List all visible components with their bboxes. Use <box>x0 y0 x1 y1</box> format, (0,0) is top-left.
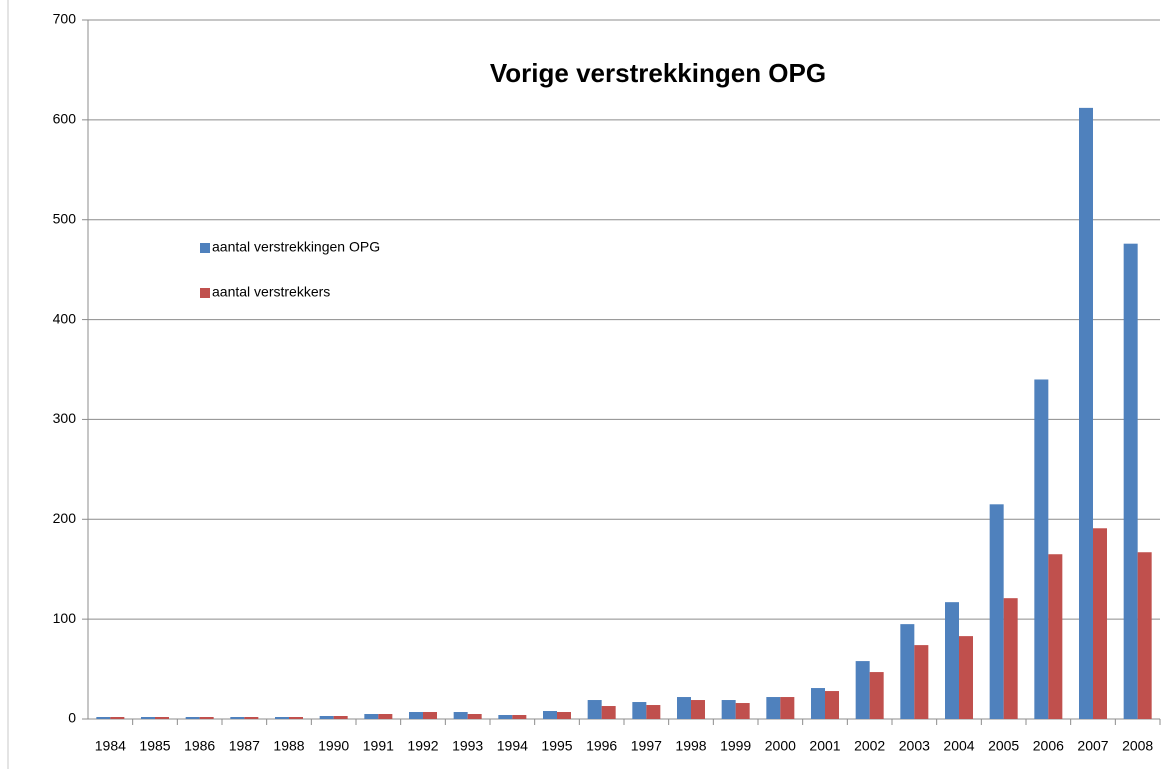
legend-swatch <box>200 288 210 298</box>
x-tick-label: 2007 <box>1077 738 1108 754</box>
x-tick-label: 2006 <box>1033 738 1064 754</box>
chart-title: Vorige verstrekkingen OPG <box>490 58 826 88</box>
bar <box>185 717 200 719</box>
legend-swatch <box>200 243 210 253</box>
x-tick-label: 1993 <box>452 738 483 754</box>
legend-label: aantal verstrekkingen OPG <box>212 239 380 255</box>
bar <box>735 703 750 719</box>
bar <box>721 700 736 719</box>
bar <box>409 712 423 719</box>
x-tick-label: 2002 <box>854 738 885 754</box>
bar <box>855 661 870 719</box>
y-tick-label: 0 <box>68 710 76 726</box>
bar <box>453 712 468 719</box>
bar <box>1048 554 1063 719</box>
bar <box>110 717 125 719</box>
bar <box>141 717 155 719</box>
bar <box>333 716 348 719</box>
y-tick-label: 600 <box>53 111 77 127</box>
x-tick-label: 2003 <box>899 738 930 754</box>
y-tick-label: 500 <box>53 210 77 226</box>
bar <box>1137 552 1152 719</box>
x-tick-label: 1994 <box>497 738 528 754</box>
x-tick-label: 1995 <box>541 738 572 754</box>
bar <box>230 717 245 719</box>
x-tick-label: 1992 <box>407 738 438 754</box>
x-tick-label: 1986 <box>184 738 215 754</box>
y-tick-label: 100 <box>53 610 77 626</box>
bar <box>691 700 705 719</box>
y-tick-label: 700 <box>53 11 77 27</box>
x-tick-label: 2005 <box>988 738 1019 754</box>
x-tick-label: 1999 <box>720 738 751 754</box>
bar <box>512 715 527 719</box>
bar <box>199 717 214 719</box>
bar <box>989 504 1004 719</box>
x-tick-label: 1998 <box>675 738 706 754</box>
bar <box>275 717 289 719</box>
x-tick-label: 1996 <box>586 738 617 754</box>
bar <box>319 716 334 719</box>
bar <box>423 712 437 719</box>
bar <box>543 711 557 719</box>
bar <box>825 691 839 719</box>
x-tick-label: 1988 <box>273 738 304 754</box>
x-tick-label: 2001 <box>809 738 840 754</box>
bar <box>96 717 111 719</box>
bar <box>587 700 602 719</box>
x-tick-label: 1985 <box>139 738 170 754</box>
bar <box>780 697 795 719</box>
y-tick-label: 200 <box>53 510 77 526</box>
x-tick-label: 1984 <box>95 738 126 754</box>
bar <box>646 705 661 719</box>
bar <box>1093 528 1107 719</box>
bar <box>811 688 825 719</box>
bar <box>557 712 571 719</box>
bar <box>498 715 513 719</box>
bar <box>364 714 379 719</box>
x-tick-label: 1990 <box>318 738 349 754</box>
bar <box>869 672 884 719</box>
y-tick-label: 300 <box>53 410 77 426</box>
bar <box>1034 379 1049 719</box>
x-tick-label: 1987 <box>229 738 260 754</box>
x-tick-label: 2008 <box>1122 738 1153 754</box>
y-tick-label: 400 <box>53 310 77 326</box>
bar <box>914 645 929 719</box>
bar <box>378 714 393 719</box>
bar <box>900 624 915 719</box>
bar <box>959 636 973 719</box>
bar <box>244 717 259 719</box>
bar <box>1123 243 1138 719</box>
bar <box>766 697 781 719</box>
x-tick-label: 1997 <box>631 738 662 754</box>
bar <box>1079 107 1093 720</box>
bar <box>289 717 303 719</box>
x-tick-label: 1991 <box>363 738 394 754</box>
x-tick-label: 2000 <box>765 738 796 754</box>
x-tick-label: 2004 <box>943 738 974 754</box>
bar <box>601 706 616 719</box>
bar <box>632 702 647 719</box>
bar <box>467 714 482 719</box>
bar <box>155 717 169 719</box>
bar <box>1003 598 1018 719</box>
bar <box>945 602 959 719</box>
bar <box>677 697 691 719</box>
legend-label: aantal verstrekkers <box>212 284 330 300</box>
